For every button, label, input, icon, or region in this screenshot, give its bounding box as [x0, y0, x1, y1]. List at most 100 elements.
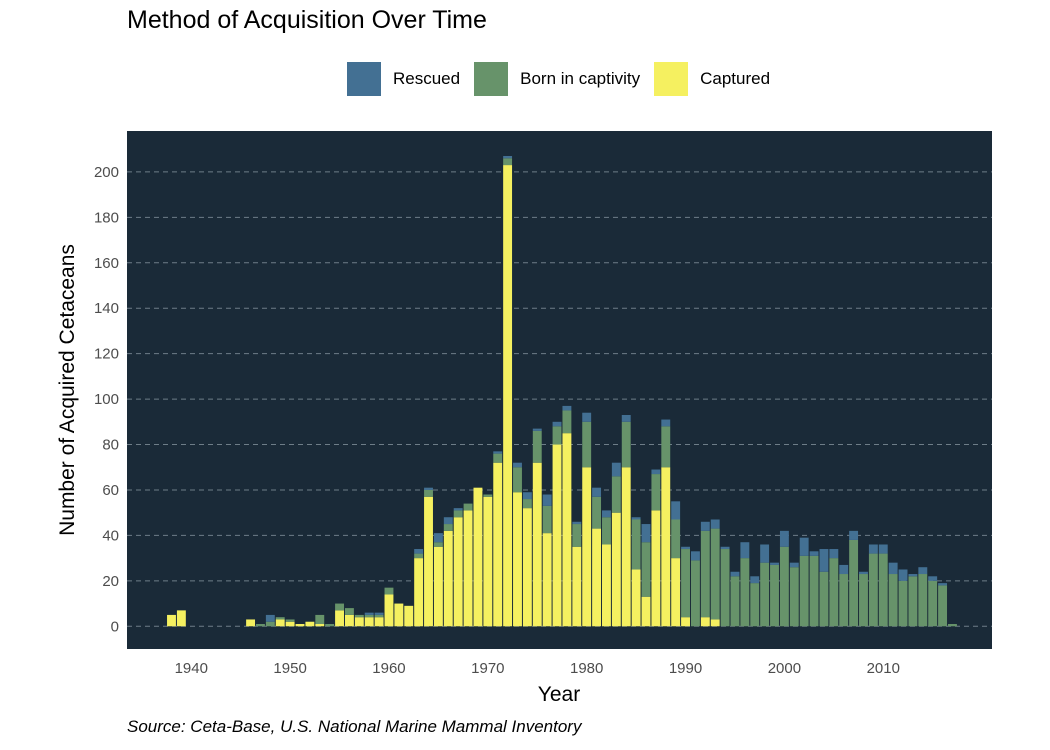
bar-born-in-captivity-1980 [582, 421, 592, 468]
bar-born-in-captivity-1959 [374, 614, 384, 618]
bar-born-in-captivity-1967 [453, 510, 463, 518]
bar-born-in-captivity-1963 [414, 553, 424, 559]
bar-captured-1983 [611, 512, 621, 627]
bar-rescued-1973 [513, 462, 522, 468]
bar-captured-1980 [582, 467, 592, 627]
chart-caption: Source: Ceta-Base, U.S. National Marine … [127, 717, 582, 736]
bar-born-in-captivity-1964 [424, 489, 433, 497]
bar-captured-1956 [344, 614, 354, 627]
x-tick-label: 2000 [768, 660, 801, 677]
bar-born-in-captivity-1995 [730, 576, 740, 627]
bar-captured-1939 [176, 610, 186, 627]
bar-born-in-captivity-1985 [631, 519, 641, 570]
bar-rescued-2015 [928, 576, 938, 581]
bar-born-in-captivity-1994 [720, 549, 730, 627]
bar-captured-1946 [246, 619, 256, 627]
bar-rescued-1986 [641, 524, 651, 543]
bar-rescued-2007 [849, 530, 859, 540]
bar-rescued-1965 [433, 533, 443, 543]
y-tick-label: 200 [94, 164, 119, 181]
bar-born-in-captivity-1997 [750, 583, 760, 627]
y-tick-label: 140 [94, 300, 119, 317]
bar-rescued-1997 [750, 576, 760, 584]
bar-captured-1975 [532, 462, 542, 627]
legend-swatch-born-in-captivity [474, 62, 509, 96]
y-tick-label: 60 [102, 482, 119, 499]
bar-rescued-1995 [730, 571, 740, 577]
y-tick-label: 180 [94, 209, 119, 226]
bar-rescued-2013 [908, 574, 918, 577]
bar-captured-1973 [513, 492, 522, 627]
legend-label-rescued: Rescued [393, 69, 461, 88]
bar-captured-1985 [631, 569, 641, 627]
bar-rescued-1992 [700, 521, 710, 531]
x-tick-label: 1950 [273, 660, 306, 677]
bar-born-in-captivity-1986 [641, 542, 651, 597]
bar-captured-1966 [443, 530, 453, 627]
bar-captured-1969 [473, 487, 483, 627]
bar-rescued-2006 [839, 564, 849, 575]
legend-item-born-in-captivity: Born in captivity [474, 62, 640, 96]
bar-captured-1960 [384, 594, 394, 627]
bar-captured-1981 [592, 528, 602, 627]
bar-born-in-captivity-1955 [335, 603, 344, 611]
bar-born-in-captivity-1947 [256, 624, 265, 627]
y-tick-label: 20 [102, 573, 119, 590]
bar-captured-1967 [453, 517, 463, 627]
bar-rescued-1966 [443, 517, 453, 525]
bar-born-in-captivity-2011 [888, 574, 898, 627]
bar-rescued-1985 [631, 517, 641, 520]
bar-rescued-1984 [621, 414, 631, 422]
bar-rescued-1964 [424, 487, 433, 490]
bar-rescued-1977 [552, 421, 562, 427]
bar-captured-1957 [354, 617, 364, 627]
bar-born-in-captivity-1988 [661, 426, 671, 468]
bar-born-in-captivity-1950 [285, 619, 295, 622]
bar-rescued-2016 [938, 583, 948, 586]
bar-captured-1979 [572, 546, 582, 627]
bar-born-in-captivity-2004 [819, 571, 829, 627]
bar-rescued-1959 [374, 612, 384, 615]
bar-born-in-captivity-2006 [839, 574, 849, 627]
bar-captured-1949 [275, 619, 285, 627]
bar-born-in-captivity-1989 [671, 519, 681, 559]
x-tick-label: 1940 [175, 660, 208, 677]
bar-born-in-captivity-2015 [928, 580, 938, 627]
bar-rescued-2011 [888, 562, 898, 575]
bar-born-in-captivity-1982 [602, 517, 611, 545]
bar-rescued-2001 [789, 562, 799, 568]
x-tick-label: 1960 [372, 660, 405, 677]
bar-rescued-2009 [868, 544, 878, 554]
bar-rescued-1971 [493, 451, 503, 454]
bar-captured-1982 [602, 544, 611, 627]
bar-rescued-1967 [453, 508, 463, 511]
bar-born-in-captivity-1973 [513, 467, 522, 493]
x-axis-title: Year [538, 683, 580, 706]
bar-born-in-captivity-2000 [779, 546, 789, 627]
x-tick-label: 2010 [867, 660, 900, 677]
legend-item-captured: Captured [654, 62, 770, 96]
bar-born-in-captivity-2017 [948, 624, 957, 627]
bar-born-in-captivity-1990 [681, 549, 690, 618]
bar-captured-1938 [167, 614, 176, 627]
bar-rescued-2012 [898, 569, 908, 581]
bar-captured-1959 [374, 617, 384, 627]
bar-rescued-1988 [661, 419, 671, 427]
bar-captured-1976 [542, 533, 552, 627]
bar-captured-1987 [651, 510, 661, 627]
bar-rescued-2008 [859, 571, 868, 575]
bar-born-in-captivity-1949 [275, 617, 285, 620]
bar-captured-1977 [552, 444, 562, 627]
bar-born-in-captivity-2003 [809, 555, 819, 627]
bar-captured-1972 [503, 165, 513, 627]
bar-born-in-captivity-1966 [443, 524, 453, 531]
bar-captured-1953 [315, 624, 325, 627]
x-tick-label: 1970 [471, 660, 504, 677]
bar-captured-1964 [424, 496, 433, 627]
bar-born-in-captivity-2001 [789, 567, 799, 627]
bar-captured-1968 [463, 510, 473, 627]
bar-captured-1984 [621, 467, 631, 627]
bar-rescued-1974 [522, 492, 532, 500]
bar-captured-1951 [295, 624, 305, 627]
